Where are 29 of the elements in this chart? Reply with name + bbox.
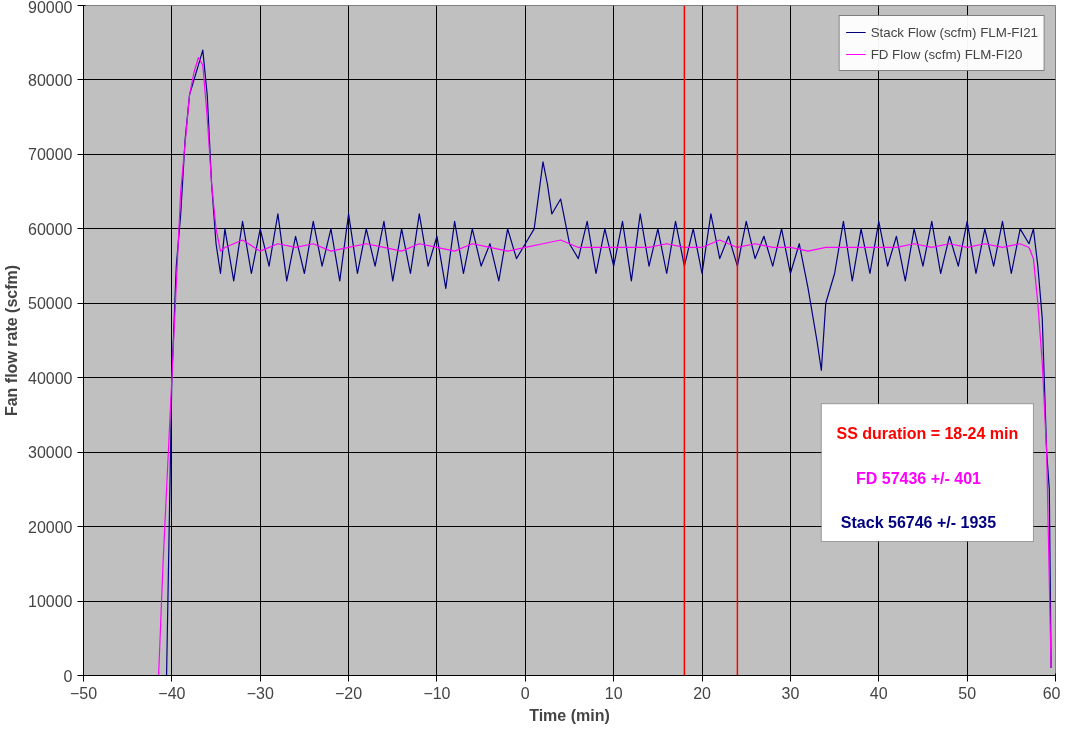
legend-label: Stack Flow (scfm) FLM-FI21 [870, 24, 1038, 40]
y-tick-label: 0 [63, 667, 73, 685]
y-tick-label: 70000 [28, 146, 73, 164]
y-tick-label: 80000 [28, 71, 73, 89]
x-tick-label: 30 [781, 684, 800, 702]
x-axis-title: Time (min) [529, 706, 610, 724]
legend-label: FD Flow (scfm) FLM-FI20 [870, 46, 1023, 62]
x-tick-label: 40 [869, 684, 888, 702]
y-tick-label: 50000 [28, 295, 73, 313]
x-tick-label: 0 [520, 684, 530, 702]
y-tick-label: 20000 [28, 518, 73, 536]
x-tick-label: −20 [335, 684, 363, 702]
annotation: FD 57436 +/- 401 [856, 469, 982, 487]
x-tick-label: −40 [158, 684, 186, 702]
x-tick-label: −10 [423, 684, 451, 702]
x-tick-label: 20 [693, 684, 712, 702]
x-tick-label: 10 [604, 684, 623, 702]
x-tick-label: −50 [69, 684, 98, 702]
annotation: SS duration = 18-24 min [836, 425, 1019, 443]
y-tick-label: 40000 [28, 369, 73, 387]
x-tick-label: −30 [246, 684, 274, 702]
x-tick-label: 60 [1042, 684, 1061, 702]
annotation: Stack 56746 +/- 1935 [840, 514, 997, 532]
y-tick-label: 90000 [28, 0, 73, 16]
y-tick-label: 30000 [28, 444, 73, 462]
x-tick-label: 50 [958, 684, 977, 702]
y-axis-title: Fan flow rate (scfm) [3, 264, 21, 417]
y-tick-label: 10000 [28, 593, 73, 611]
y-tick-label: 60000 [28, 220, 73, 238]
